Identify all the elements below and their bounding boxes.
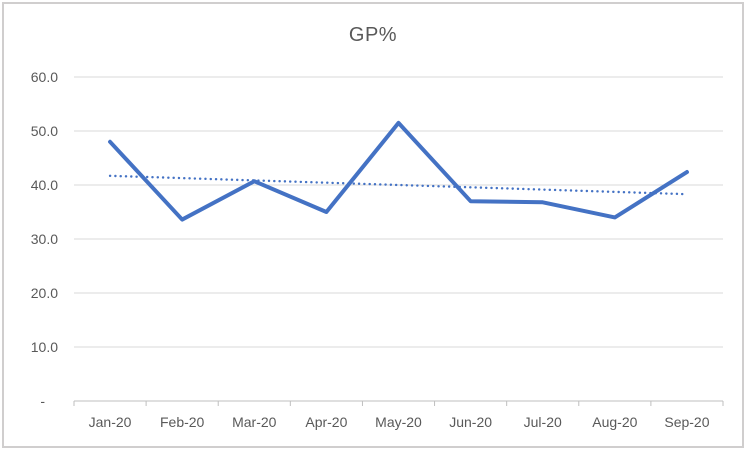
- series-line-gp: [108, 120, 689, 222]
- x-axis-tick-label: Feb-20: [160, 414, 205, 430]
- y-axis-tick-label: 10.0: [31, 339, 58, 355]
- x-axis-tick-label: Jun-20: [449, 414, 492, 430]
- chart-title: GP%: [348, 24, 398, 46]
- x-axis-tick-label: Apr-20: [305, 414, 347, 430]
- y-axis-tick-label: 40.0: [31, 177, 58, 193]
- x-axis-tick-label: Aug-20: [592, 414, 637, 430]
- y-axis-tick-label: -: [40, 393, 45, 409]
- x-axis-tick-label: Jan-20: [89, 414, 132, 430]
- x-axis-tick-label: May-20: [375, 414, 422, 430]
- y-axis-tick-label: 50.0: [31, 123, 58, 139]
- y-axis-tick-label: 30.0: [31, 231, 58, 247]
- x-axis-tick-label: Mar-20: [232, 414, 277, 430]
- trendline: [108, 174, 689, 196]
- y-axis-tick-label: 20.0: [31, 285, 58, 301]
- y-axis-tick-label: 60.0: [31, 69, 58, 85]
- x-axis-tick-label: Jul-20: [524, 414, 562, 430]
- x-axis-tick-label: Sep-20: [664, 414, 709, 430]
